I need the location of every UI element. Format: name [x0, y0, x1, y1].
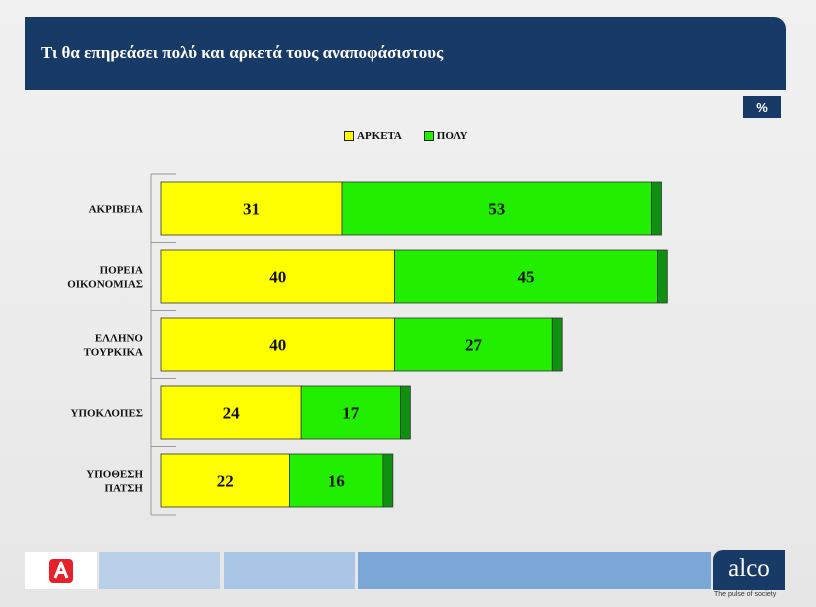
- data-label-arketa-4: 22: [217, 472, 234, 491]
- data-label-arketa-0: 31: [243, 200, 260, 219]
- footer-segment-2: [224, 552, 355, 589]
- data-label-arketa-2: 40: [269, 336, 286, 355]
- footer-segment-1: [99, 552, 220, 589]
- alco-logo: alco: [713, 550, 785, 590]
- bar-poly-3: [300, 385, 401, 440]
- header-bar: Τι θα επηρεάσει πολύ και αρκετά τους ανα…: [25, 17, 786, 90]
- bar-arketa-2: [160, 317, 396, 372]
- footer-channel-logo: [25, 552, 97, 589]
- alco-logo-text: alco: [728, 554, 770, 582]
- category-label-0-0: ΑΚΡΙΒΕΙΑ: [89, 204, 143, 216]
- legend-item-arketa: ΑΡΚΕΤΑ: [344, 130, 402, 142]
- category-label-4-0: ΥΠΟΘΕΣΗ: [86, 469, 143, 481]
- legend-label-arketa: ΑΡΚΕΤΑ: [357, 130, 402, 142]
- data-label-poly-3: 17: [342, 404, 360, 423]
- bar-arketa-4: [160, 453, 290, 508]
- alco-tagline: The pulse of society: [714, 591, 777, 598]
- unit-badge: %: [743, 96, 781, 118]
- category-label-3-0: ΥΠΟΚΛΟΠΕΣ: [71, 408, 144, 420]
- bar-poly-1: [394, 249, 658, 304]
- bar-arketa-0: [160, 181, 343, 236]
- bar-remainder-2: [551, 317, 563, 372]
- bar-arketa-1: [160, 249, 396, 304]
- category-label-2-1: ΤΟΥΡΚΙΚΑ: [84, 347, 143, 359]
- bar-poly-2: [394, 317, 553, 372]
- bar-poly-0: [341, 181, 652, 236]
- page-title: Τι θα επηρεάσει πολύ και αρκετά τους ανα…: [41, 43, 444, 62]
- bar-poly-4: [289, 453, 384, 508]
- category-label-1-0: ΠΟΡΕΙΑ: [100, 265, 143, 277]
- data-label-arketa-3: 24: [223, 404, 241, 423]
- legend-item-poly: ΠΟΛΥ: [423, 130, 468, 142]
- category-label-1-1: ΟΙΚΟΝΟΜΙΑΣ: [67, 279, 143, 291]
- data-label-poly-4: 16: [328, 472, 345, 491]
- bar-arketa-3: [160, 385, 302, 440]
- bar-remainder-1: [657, 249, 668, 304]
- bar-remainder-0: [651, 181, 662, 236]
- data-label-poly-1: 45: [518, 268, 535, 287]
- data-label-poly-0: 53: [488, 200, 505, 219]
- legend-swatch-poly: [423, 131, 434, 141]
- category-label-2-0: ΕΛΛΗΝΟ: [95, 333, 144, 345]
- legend-swatch-arketa: [344, 131, 354, 141]
- bar-remainder-3: [400, 385, 411, 440]
- footer-segment-3: [358, 552, 711, 589]
- channel-logo-icon: [49, 558, 73, 583]
- legend-label-poly: ΠΟΛΥ: [436, 130, 468, 142]
- data-label-poly-2: 27: [465, 336, 483, 355]
- category-label-4-1: ΠΑΤΣΗ: [104, 483, 143, 495]
- chart-legend: ΑΡΚΕΤΑ ΠΟΛΥ: [344, 128, 490, 144]
- data-label-arketa-1: 40: [269, 268, 286, 287]
- bar-remainder-4: [382, 453, 394, 508]
